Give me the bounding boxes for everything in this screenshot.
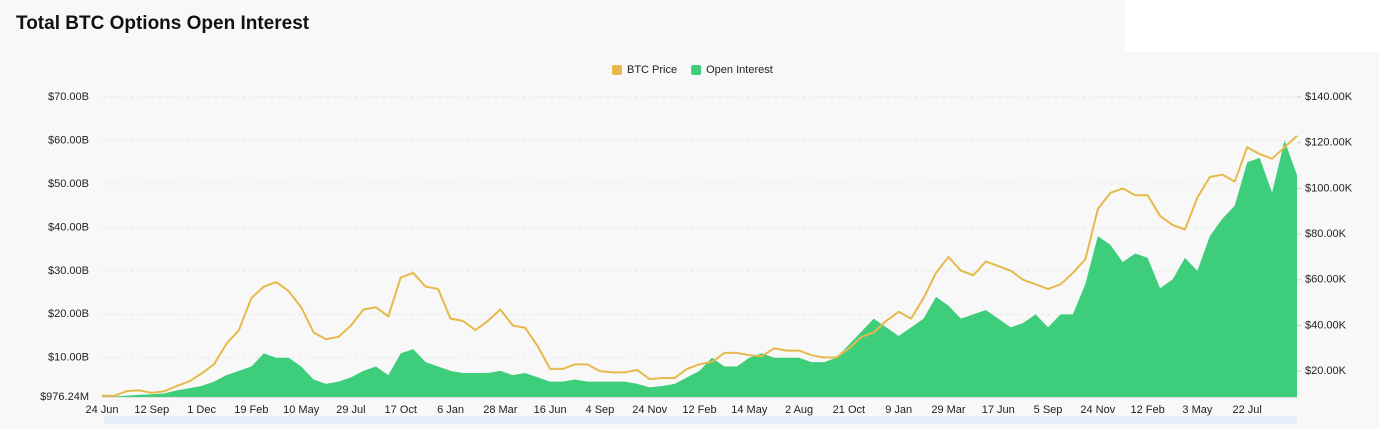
x-tick-label: 3 May bbox=[1182, 404, 1212, 416]
range-slider[interactable] bbox=[104, 416, 1297, 424]
y2-tick-label: $60.00K bbox=[1305, 274, 1347, 286]
chart-title: Total BTC Options Open Interest bbox=[16, 13, 310, 34]
y2-tick-label: $20.00K bbox=[1305, 365, 1347, 377]
y-tick-label: $30.00B bbox=[48, 265, 89, 277]
x-tick-label: 24 Jun bbox=[85, 404, 118, 416]
y2-tick-label: $100.00K bbox=[1305, 182, 1353, 194]
y-tick-label: $976.24M bbox=[40, 391, 89, 403]
y-tick-label: $50.00B bbox=[48, 178, 89, 190]
x-tick-label: 12 Sep bbox=[134, 404, 169, 416]
y-tick-label: $20.00B bbox=[48, 308, 89, 320]
y-tick-label: $60.00B bbox=[48, 134, 89, 146]
y-tick-label: $10.00B bbox=[48, 352, 89, 364]
x-tick-label: 17 Oct bbox=[385, 404, 417, 416]
x-tick-label: 2 Aug bbox=[785, 404, 813, 416]
x-tick-label: 14 May bbox=[731, 404, 768, 416]
x-tick-label: 21 Oct bbox=[833, 404, 865, 416]
x-tick-label: 4 Sep bbox=[586, 404, 615, 416]
y2-tick-label: $40.00K bbox=[1305, 319, 1347, 331]
x-tick-label: 29 Mar bbox=[931, 404, 966, 416]
y-tick-label: $70.00B bbox=[48, 91, 89, 103]
open-interest-area bbox=[102, 140, 1297, 397]
x-tick-label: 12 Feb bbox=[1131, 404, 1165, 416]
header-panel bbox=[1125, 0, 1379, 52]
legend-label: Open Interest bbox=[706, 64, 773, 76]
x-tick-label: 24 Nov bbox=[1080, 404, 1115, 416]
x-tick-label: 24 Nov bbox=[632, 404, 667, 416]
x-tick-label: 9 Jan bbox=[885, 404, 912, 416]
x-tick-label: 17 Jun bbox=[982, 404, 1015, 416]
x-tick-label: 1 Dec bbox=[187, 404, 216, 416]
y-tick-label: $40.00B bbox=[48, 221, 89, 233]
x-tick-label: 29 Jul bbox=[336, 404, 365, 416]
price-line bbox=[101, 135, 1298, 397]
y2-tick-label: $120.00K bbox=[1305, 137, 1353, 149]
legend-swatch bbox=[691, 65, 702, 75]
x-tick-label: 16 Jun bbox=[534, 404, 567, 416]
x-tick-label: 28 Mar bbox=[483, 404, 518, 416]
x-tick-label: 6 Jan bbox=[437, 404, 464, 416]
x-tick-label: 10 May bbox=[283, 404, 320, 416]
legend-swatch bbox=[612, 65, 622, 75]
x-tick-label: 22 Jul bbox=[1233, 404, 1262, 416]
x-tick-label: 19 Feb bbox=[234, 404, 268, 416]
legend-label: BTC Price bbox=[627, 64, 677, 76]
x-tick-label: 5 Sep bbox=[1034, 404, 1063, 416]
y2-tick-label: $140.00K bbox=[1305, 91, 1353, 103]
x-tick-label: 12 Feb bbox=[682, 404, 716, 416]
y2-tick-label: $80.00K bbox=[1305, 228, 1347, 240]
